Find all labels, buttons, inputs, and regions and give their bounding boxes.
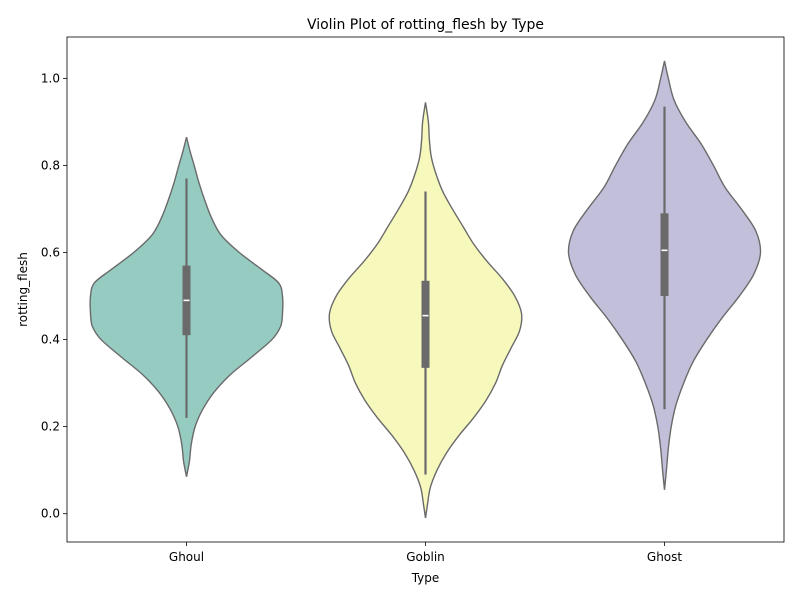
y-axis-label: rotting_flesh: [16, 252, 30, 327]
x-axis: Ghoul Goblin Ghost: [169, 542, 682, 564]
x-tick-label-goblin: Goblin: [406, 550, 445, 564]
y-tick-label: 0.2: [41, 420, 60, 434]
y-tick-label: 0.4: [41, 333, 60, 347]
violin-ghost: [567, 60, 762, 490]
x-axis-label: Type: [411, 571, 440, 585]
plot-area: [89, 60, 762, 519]
y-tick-label: 0.8: [41, 158, 60, 172]
chart-title: Violin Plot of rotting_flesh by Type: [307, 17, 544, 33]
y-tick-label: 0.0: [41, 507, 60, 521]
violin-ghoul: [89, 136, 284, 477]
y-tick-label: 0.6: [41, 245, 60, 259]
x-tick-label-ghost: Ghost: [647, 550, 682, 564]
y-tick-label: 1.0: [41, 71, 60, 85]
violin-goblin: [328, 102, 523, 519]
violin-iqr-box: [421, 280, 430, 368]
violin-iqr-box: [660, 213, 669, 297]
y-axis: 0.0 0.2 0.4 0.6 0.8 1.0: [41, 71, 67, 521]
x-tick-label-ghoul: Ghoul: [169, 550, 204, 564]
